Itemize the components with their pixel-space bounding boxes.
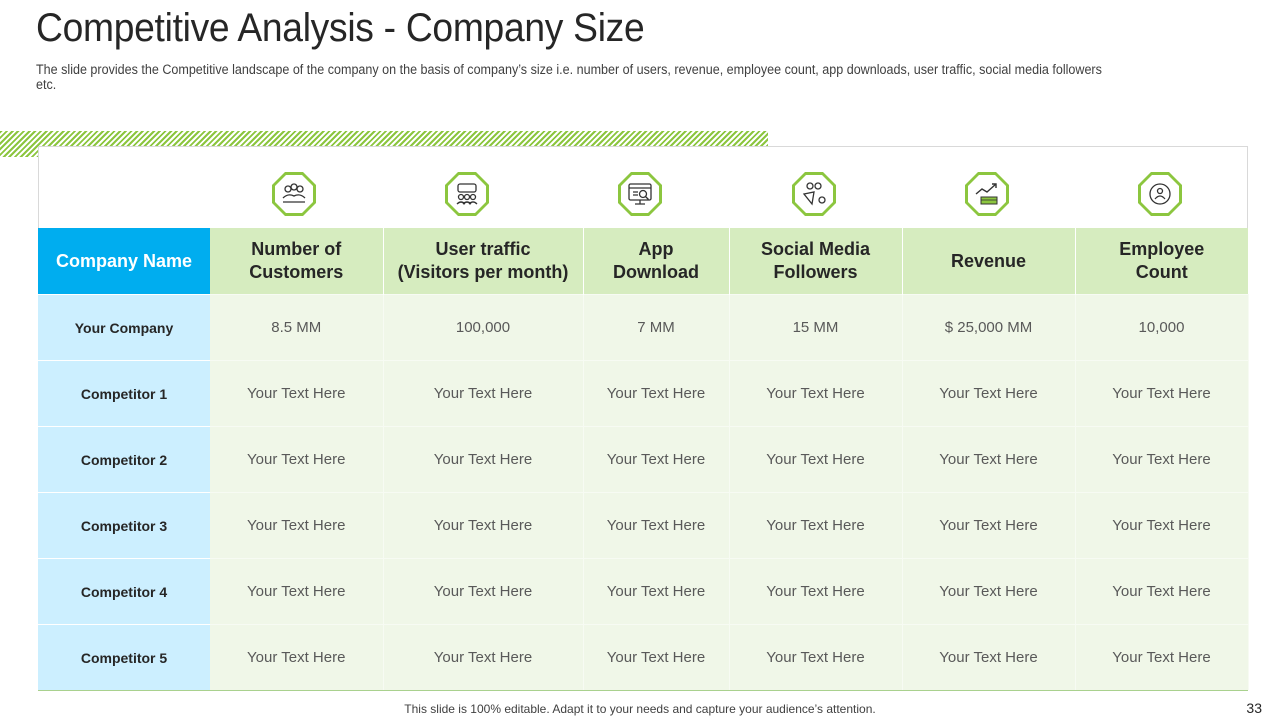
table-row: Competitor 3 Your Text Here Your Text He…	[38, 492, 1249, 559]
table-cell: 15 MM	[729, 294, 903, 361]
slide-title: Competitive Analysis - Company Size	[36, 6, 645, 50]
table-header-row: Company Name Number of Customers User tra…	[38, 228, 1248, 295]
table-cell: Your Text Here	[383, 492, 584, 559]
user-traffic-icon	[443, 170, 491, 218]
table-cell: Your Text Here	[583, 426, 730, 493]
table-cell: Your Text Here	[210, 492, 384, 559]
table-cell: Your Text Here	[210, 624, 384, 690]
table-cell: Your Text Here	[902, 492, 1076, 559]
table-cell: Your Text Here	[1075, 360, 1249, 427]
company-name-cell: Competitor 3	[38, 492, 210, 559]
table-cell: $ 25,000 MM	[902, 294, 1076, 361]
company-name-cell: Competitor 5	[38, 624, 210, 690]
app-download-icon	[616, 170, 664, 218]
table-cell: Your Text Here	[1075, 426, 1249, 493]
table-cell: Your Text Here	[383, 558, 584, 625]
table-cell: Your Text Here	[210, 558, 384, 625]
competitive-analysis-table: Company Name Number of Customers User tra…	[38, 228, 1249, 691]
employee-icon	[1136, 170, 1184, 218]
table-cell: Your Text Here	[210, 426, 384, 493]
table-cell: Your Text Here	[383, 624, 584, 690]
table-cell: Your Text Here	[902, 624, 1076, 690]
company-name-cell: Competitor 4	[38, 558, 210, 625]
table-cell: Your Text Here	[729, 426, 903, 493]
header-user-traffic: User traffic (Visitors per month)	[383, 228, 584, 295]
company-name-cell: Your Company	[38, 294, 210, 361]
footer-note: This slide is 100% editable. Adapt it to…	[404, 702, 876, 716]
table-cell: Your Text Here	[583, 624, 730, 690]
table-cell: 10,000	[1075, 294, 1249, 361]
table-cell: Your Text Here	[1075, 624, 1249, 690]
table-cell: Your Text Here	[729, 360, 903, 427]
table-cell: Your Text Here	[902, 426, 1076, 493]
table-row: Competitor 5 Your Text Here Your Text He…	[38, 624, 1249, 690]
social-media-icon	[790, 170, 838, 218]
header-app-download: App Download	[583, 228, 730, 295]
header-social-media-followers: Social Media Followers	[729, 228, 903, 295]
table-row: Your Company 8.5 MM 100,000 7 MM 15 MM $…	[38, 294, 1249, 361]
header-revenue: Revenue	[902, 228, 1076, 295]
table-row: Competitor 2 Your Text Here Your Text He…	[38, 426, 1249, 493]
table-cell: Your Text Here	[210, 360, 384, 427]
table-cell: 8.5 MM	[210, 294, 384, 361]
header-company-name: Company Name	[38, 228, 210, 295]
table-cell: Your Text Here	[583, 492, 730, 559]
page-number: 33	[1246, 700, 1262, 716]
customers-icon	[270, 170, 318, 218]
table-row: Competitor 1 Your Text Here Your Text He…	[38, 360, 1249, 427]
table-cell: Your Text Here	[1075, 492, 1249, 559]
table-row: Competitor 4 Your Text Here Your Text He…	[38, 558, 1249, 625]
table-cell: Your Text Here	[729, 558, 903, 625]
header-employee-count: Employee Count	[1075, 228, 1248, 295]
table-cell: Your Text Here	[583, 558, 730, 625]
table-cell: 100,000	[383, 294, 584, 361]
table-cell: 7 MM	[583, 294, 730, 361]
company-name-cell: Competitor 1	[38, 360, 210, 427]
table-cell: Your Text Here	[902, 558, 1076, 625]
table-cell: Your Text Here	[583, 360, 730, 427]
table-cell: Your Text Here	[729, 624, 903, 690]
table-cell: Your Text Here	[383, 426, 584, 493]
table-cell: Your Text Here	[383, 360, 584, 427]
revenue-icon	[963, 170, 1011, 218]
header-number-of-customers: Number of Customers	[210, 228, 384, 295]
table-cell: Your Text Here	[729, 492, 903, 559]
table-cell: Your Text Here	[1075, 558, 1249, 625]
company-name-cell: Competitor 2	[38, 426, 210, 493]
table-cell: Your Text Here	[902, 360, 1076, 427]
slide-subtitle: The slide provides the Competitive lands…	[36, 62, 1102, 92]
